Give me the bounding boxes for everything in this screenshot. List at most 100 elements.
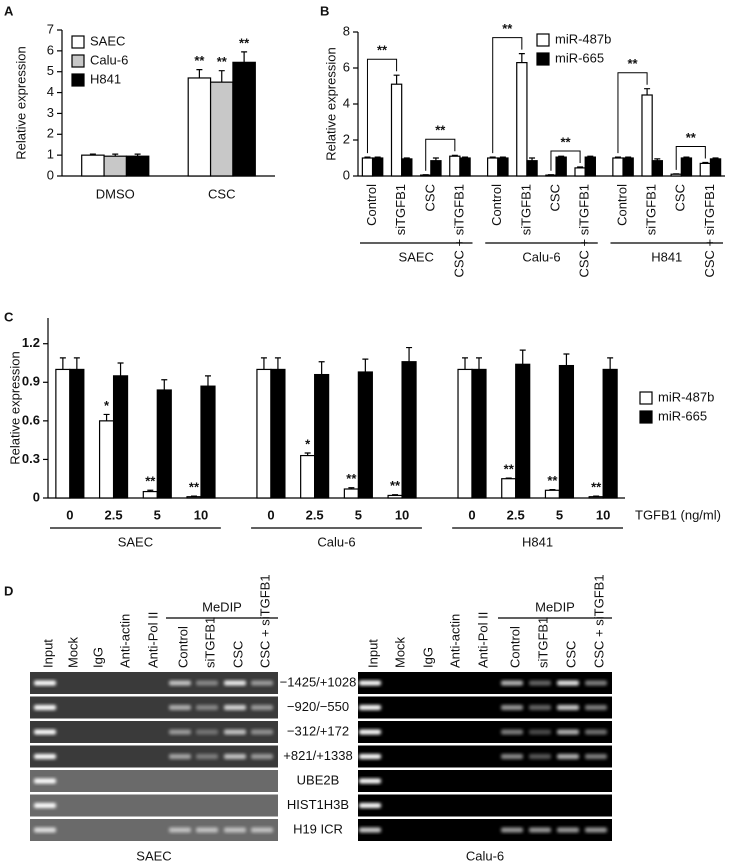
gel-band	[359, 754, 381, 759]
bar	[457, 368, 473, 499]
gel-band	[529, 729, 551, 735]
group-label: SAEC	[399, 249, 434, 264]
gel-band	[196, 680, 218, 686]
gel-band	[34, 729, 56, 735]
group-label: H841	[522, 534, 553, 549]
error-bar	[89, 153, 96, 156]
x-tick-label: CSC + siTGFB1	[577, 184, 592, 278]
bar	[515, 363, 531, 499]
error-bar	[103, 413, 110, 421]
gel-band	[34, 705, 56, 710]
y-tick-label: 2	[343, 131, 350, 146]
error-bar	[644, 88, 651, 95]
bar	[651, 160, 663, 177]
bar	[343, 488, 359, 499]
row-label: −312/+172	[287, 723, 349, 738]
bar	[584, 156, 596, 177]
error-bar	[190, 495, 197, 497]
bar	[471, 368, 487, 499]
bar	[270, 368, 286, 499]
lane-label: Input	[365, 639, 380, 668]
error-bar	[204, 375, 211, 387]
error-bar	[73, 357, 80, 370]
gel-band	[557, 754, 579, 759]
bracket-label: **	[686, 130, 697, 145]
error-bar	[403, 157, 410, 159]
error-bar	[374, 156, 381, 158]
bar	[670, 173, 682, 177]
y-tick-label: 8	[343, 23, 350, 38]
error-bar	[432, 157, 439, 161]
bar	[112, 375, 129, 499]
legend-swatch	[639, 410, 653, 424]
bar	[371, 157, 384, 177]
gel-band	[359, 705, 381, 710]
gel-band	[34, 680, 56, 686]
gel-band	[359, 778, 381, 784]
legend-label: miR-487b	[555, 31, 611, 46]
gel-strip	[30, 696, 278, 719]
error-bar	[519, 349, 526, 365]
bracket	[425, 138, 456, 171]
bar	[501, 478, 517, 499]
lane-label: Anti-actin	[447, 614, 462, 668]
gel-band	[359, 680, 381, 686]
gel-caption: Calu-6	[466, 848, 504, 863]
gel-band	[529, 754, 551, 759]
bracket-label: **	[560, 134, 571, 149]
bar	[401, 361, 417, 499]
x-tick-label: Control	[489, 184, 504, 226]
group-label: Calu-6	[522, 249, 560, 264]
error-bar	[59, 357, 66, 370]
bar	[430, 160, 442, 177]
x-tick-label: 2.5	[105, 507, 123, 522]
gel-band	[359, 729, 381, 735]
legend-swatch	[71, 54, 85, 68]
error-bar	[218, 70, 225, 83]
gel-strip	[358, 672, 612, 694]
legend-label: miR-665	[658, 408, 707, 423]
gel-band	[34, 754, 56, 759]
lane-label: Mock	[65, 636, 80, 668]
y-axis-label: Relative expression	[13, 46, 28, 159]
bar	[103, 155, 128, 177]
gel-band	[501, 680, 523, 686]
x-tick-label: 2.5	[507, 507, 525, 522]
lane-label: CSC + siTGFB1	[591, 574, 606, 668]
gel-band	[224, 680, 246, 686]
gel-band	[224, 754, 246, 759]
bar	[314, 373, 330, 499]
y-tick-label: 0.6	[22, 412, 40, 427]
lane-label: Anti-Pol II	[475, 612, 490, 668]
bar	[699, 162, 712, 177]
panel-letter: B	[320, 3, 329, 18]
gel-strip	[358, 721, 612, 743]
legend-label: miR-665	[555, 50, 604, 65]
gel-strip	[30, 819, 278, 841]
x-tick-label: CSC	[548, 184, 563, 211]
gel-band	[585, 827, 607, 833]
y-tick-label: 4	[47, 84, 54, 99]
x-tick-label: CSC	[673, 184, 688, 211]
legend-swatch	[536, 52, 550, 66]
gel-strip	[358, 770, 612, 792]
error-bar	[654, 158, 661, 161]
y-tick-label: 0	[47, 167, 54, 182]
significance-label: **	[346, 471, 357, 486]
error-bar	[112, 153, 119, 157]
gel-band	[251, 754, 273, 759]
bracket-label: **	[627, 56, 638, 71]
error-bar	[529, 157, 536, 161]
error-bar	[393, 74, 400, 85]
x-axis-label: TGFB1 (ng/ml)	[635, 507, 721, 522]
gel-band	[224, 705, 246, 710]
x-tick-label: 5	[355, 507, 362, 522]
bar	[125, 155, 150, 177]
significance-label: **	[194, 53, 205, 68]
gel-band	[251, 680, 273, 686]
x-tick-label: CSC + siTGFB1	[702, 184, 717, 278]
bar	[544, 489, 561, 499]
bar	[516, 61, 528, 177]
error-bar	[241, 51, 248, 63]
bar	[622, 157, 634, 177]
